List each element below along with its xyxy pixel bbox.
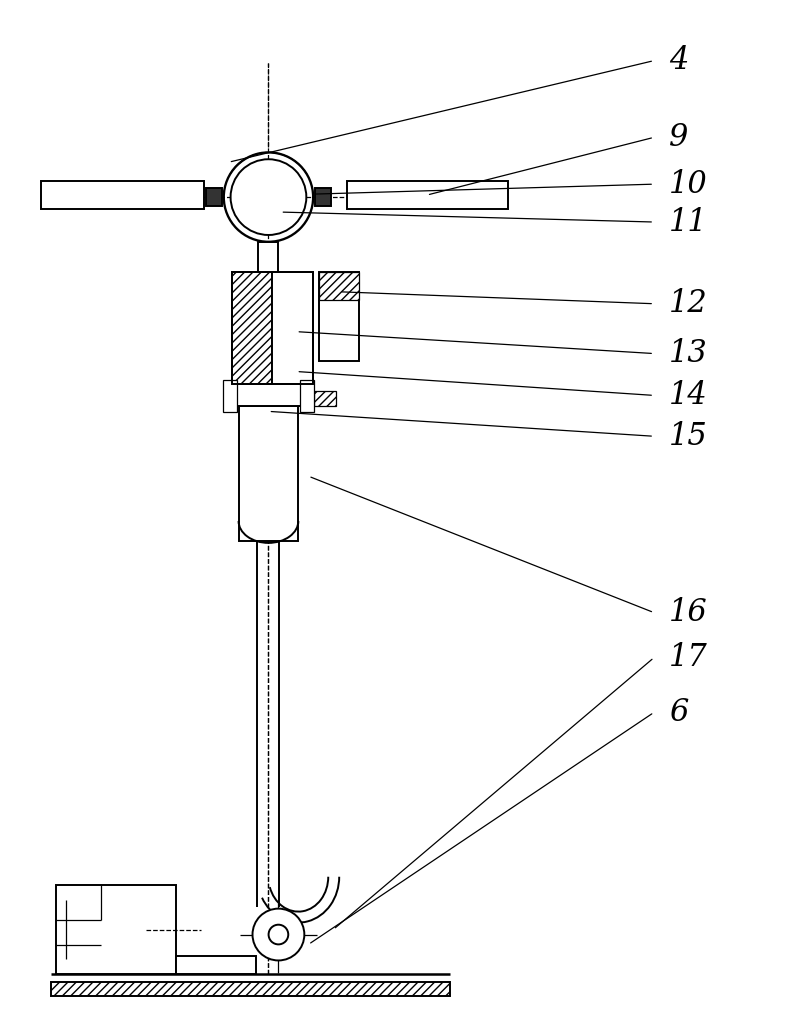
Text: 17: 17 <box>669 642 708 673</box>
Bar <box>319 272 359 300</box>
Bar <box>225 385 312 406</box>
Text: 9: 9 <box>669 122 689 153</box>
Bar <box>56 885 176 974</box>
Text: 14: 14 <box>669 379 708 411</box>
Bar <box>314 391 336 406</box>
Bar <box>222 380 237 412</box>
Bar <box>206 188 222 206</box>
Bar <box>258 242 278 272</box>
Text: 6: 6 <box>669 697 689 728</box>
Bar <box>42 181 204 209</box>
Bar <box>176 957 255 974</box>
Bar <box>300 380 314 412</box>
Text: 15: 15 <box>669 421 708 452</box>
Bar <box>347 181 509 209</box>
Text: 4: 4 <box>669 45 689 76</box>
Bar <box>238 406 298 541</box>
Bar <box>231 272 314 385</box>
Circle shape <box>269 925 288 944</box>
Bar <box>51 983 450 996</box>
Circle shape <box>230 159 306 235</box>
Text: 13: 13 <box>669 338 708 369</box>
Bar <box>231 272 273 385</box>
Circle shape <box>253 908 304 961</box>
Bar <box>319 272 359 361</box>
Text: 10: 10 <box>669 169 708 200</box>
Text: 16: 16 <box>669 597 708 628</box>
Bar <box>273 272 314 385</box>
Text: 12: 12 <box>669 289 708 320</box>
Text: 11: 11 <box>669 206 708 237</box>
Bar <box>315 188 331 206</box>
